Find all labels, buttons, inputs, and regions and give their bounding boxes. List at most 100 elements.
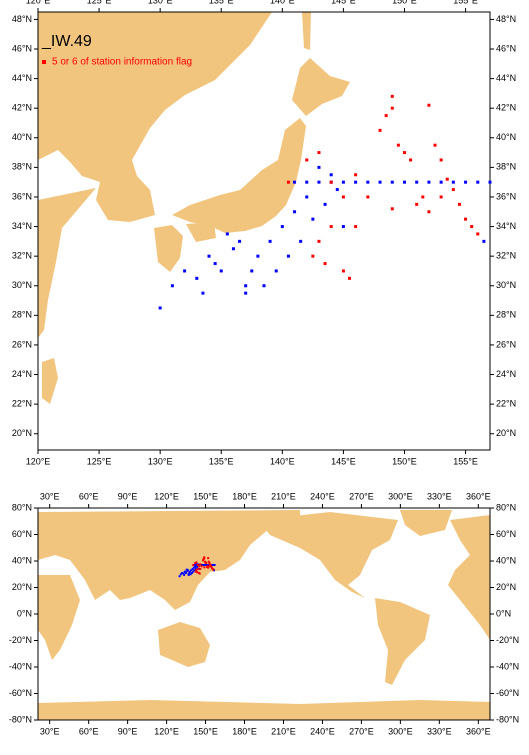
station-point [317, 151, 321, 155]
y-tick-label: 44°N [12, 73, 32, 83]
station-point [348, 276, 352, 280]
station-point [195, 563, 198, 566]
y-tick-label: 30°N [12, 280, 32, 290]
station-point [244, 284, 248, 288]
station-point [415, 180, 419, 184]
x-tick-label: 240°E [310, 726, 335, 736]
y-tick-label: -80°N [9, 714, 32, 724]
y-tick-label: 20°N [12, 582, 32, 592]
station-point [354, 173, 358, 177]
station-point [194, 567, 197, 570]
station-point [311, 254, 315, 258]
station-point [200, 565, 203, 568]
x-tick-label: 330°E [427, 491, 452, 501]
station-point [317, 239, 321, 243]
y-tick-label: 40°N [12, 555, 32, 565]
y-tick-label: 46°N [12, 43, 32, 53]
x-tick-label: 120°E [154, 491, 179, 501]
y-tick-label: 42°N [12, 103, 32, 113]
station-point [323, 262, 327, 266]
legend-label: 5 or 6 of station information flag [52, 57, 192, 68]
station-point [182, 572, 185, 575]
station-point [194, 565, 197, 568]
y-tick-label: 40°N [496, 132, 516, 142]
station-point [204, 563, 207, 566]
station-point [311, 217, 315, 221]
y-tick-label: 20°N [12, 428, 32, 438]
y-tick-label: 28°N [12, 310, 32, 320]
station-point [286, 254, 290, 258]
station-point [341, 180, 345, 184]
station-point [280, 225, 284, 229]
station-point [366, 180, 370, 184]
station-point [212, 563, 215, 566]
y-tick-label: 42°N [496, 103, 516, 113]
station-point [203, 557, 206, 560]
x-tick-label: 120°E [26, 456, 51, 466]
x-tick-label: 240°E [310, 491, 335, 501]
station-point [396, 143, 400, 147]
station-point [203, 563, 206, 566]
station-point [262, 284, 266, 288]
station-point [213, 563, 216, 566]
station-point [329, 173, 333, 177]
station-point [225, 232, 229, 236]
station-point [256, 254, 260, 258]
station-point [409, 158, 413, 162]
y-tick-label: 32°N [496, 251, 516, 261]
station-point [415, 202, 419, 206]
regional-land [38, 12, 350, 404]
station-point [183, 573, 186, 576]
y-tick-label: 48°N [496, 14, 516, 24]
station-point [183, 269, 187, 273]
station-point [184, 571, 187, 574]
x-tick-label: 120°E [154, 726, 179, 736]
station-point [439, 195, 443, 199]
station-point [192, 563, 195, 566]
station-point [488, 180, 492, 184]
station-point [207, 566, 210, 569]
station-point [335, 188, 339, 192]
x-tick-label: 130°E [148, 456, 173, 466]
station-point [213, 262, 217, 266]
station-point [195, 561, 198, 564]
station-point [188, 570, 191, 573]
station-point [293, 210, 297, 214]
y-tick-label: 26°N [12, 339, 32, 349]
station-point [219, 269, 223, 273]
station-point [317, 165, 321, 169]
station-point [457, 202, 461, 206]
station-point [274, 269, 278, 273]
station-point [199, 563, 202, 566]
station-point [193, 569, 196, 572]
station-point [195, 562, 198, 565]
station-point [210, 565, 213, 568]
y-tick-label: 20°N [496, 428, 516, 438]
station-point [250, 269, 254, 273]
station-point [439, 158, 443, 162]
station-point [323, 202, 327, 206]
station-point [195, 569, 198, 572]
station-point [205, 561, 208, 564]
station-point [200, 563, 203, 566]
station-point [187, 569, 190, 572]
map-title: _IW.49 [41, 33, 92, 50]
station-point [191, 567, 194, 570]
station-point [305, 195, 309, 199]
y-tick-label: 38°N [496, 162, 516, 172]
y-tick-label: -60°N [9, 688, 32, 698]
station-point [192, 570, 195, 573]
station-point [439, 180, 443, 184]
station-point [305, 158, 309, 162]
station-point [244, 291, 248, 295]
station-point [390, 106, 394, 110]
x-tick-label: 270°E [349, 491, 374, 501]
station-point [293, 180, 297, 184]
y-tick-label: 38°N [12, 162, 32, 172]
station-point [476, 180, 480, 184]
station-point [207, 254, 211, 258]
x-tick-label: 300°E [388, 491, 413, 501]
y-tick-label: 34°N [12, 221, 32, 231]
station-point [170, 284, 174, 288]
y-tick-label: 26°N [496, 339, 516, 349]
